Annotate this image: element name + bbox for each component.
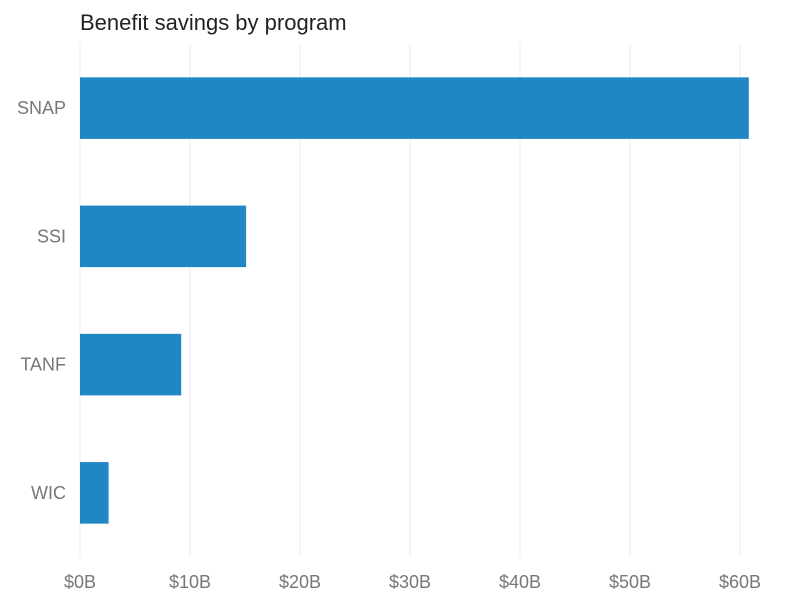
bar-tanf (80, 333, 182, 396)
x-axis-tick-labels: $0B $10B $20B $30B $40B $50B $60B (64, 572, 761, 592)
category-labels: SNAP SSI TANF WIC (17, 98, 66, 503)
category-label-snap: SNAP (17, 98, 66, 118)
bar-snap (80, 77, 749, 139)
x-tick-label: $60B (719, 572, 761, 592)
category-label-wic: WIC (31, 483, 66, 503)
chart-title: Benefit savings by program (80, 10, 347, 35)
x-tick-label: $50B (609, 572, 651, 592)
x-tick-label: $30B (389, 572, 431, 592)
bar-wic (80, 462, 109, 524)
x-tick-label: $0B (64, 572, 96, 592)
bar-ssi (80, 205, 247, 268)
category-label-tanf: TANF (20, 355, 66, 375)
x-tick-label: $10B (169, 572, 211, 592)
category-label-ssi: SSI (37, 226, 66, 246)
bars (80, 77, 749, 524)
x-tick-label: $40B (499, 572, 541, 592)
x-tick-label: $20B (279, 572, 321, 592)
